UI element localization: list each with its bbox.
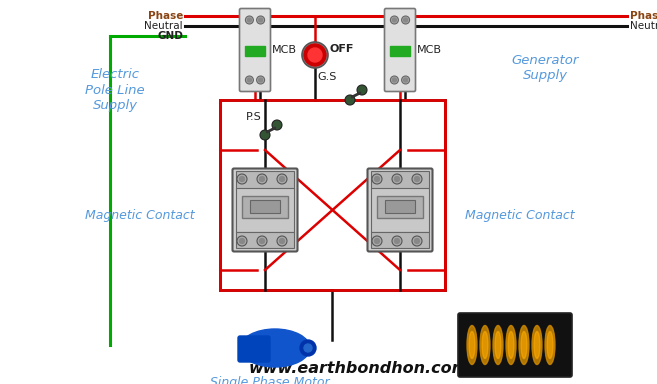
Ellipse shape (521, 331, 527, 359)
Text: Neutral: Neutral (145, 21, 183, 31)
FancyBboxPatch shape (240, 8, 271, 91)
Ellipse shape (547, 331, 553, 359)
Circle shape (248, 18, 252, 22)
Circle shape (240, 238, 244, 243)
Circle shape (390, 16, 398, 24)
Text: P.S: P.S (246, 112, 262, 122)
Ellipse shape (467, 326, 477, 364)
Circle shape (279, 177, 284, 182)
Circle shape (257, 16, 265, 24)
Circle shape (257, 174, 267, 184)
Text: Magnetic Contact: Magnetic Contact (465, 209, 575, 222)
Circle shape (403, 18, 407, 22)
Circle shape (246, 16, 254, 24)
Text: Magnetic Contact: Magnetic Contact (85, 209, 195, 222)
Circle shape (392, 236, 402, 246)
Circle shape (237, 236, 247, 246)
Circle shape (248, 78, 252, 82)
Text: OFF: OFF (330, 44, 354, 54)
Circle shape (308, 48, 322, 62)
Text: MCB: MCB (272, 45, 297, 55)
Ellipse shape (480, 326, 490, 364)
Circle shape (374, 177, 380, 182)
FancyBboxPatch shape (458, 313, 572, 377)
FancyBboxPatch shape (238, 336, 270, 362)
FancyBboxPatch shape (384, 8, 415, 91)
Circle shape (300, 340, 316, 356)
Ellipse shape (508, 331, 514, 359)
Circle shape (392, 78, 396, 82)
Circle shape (357, 85, 367, 95)
Bar (385, 200, 415, 213)
Bar (371, 188, 429, 232)
Circle shape (277, 236, 287, 246)
Circle shape (401, 16, 409, 24)
Circle shape (260, 130, 270, 140)
Circle shape (257, 76, 265, 84)
Text: Neutral: Neutral (630, 21, 657, 31)
Circle shape (392, 174, 402, 184)
Text: GND: GND (157, 31, 183, 41)
Circle shape (412, 174, 422, 184)
Circle shape (304, 44, 326, 66)
Ellipse shape (469, 331, 475, 359)
Text: Generator
Supply: Generator Supply (511, 54, 579, 82)
FancyBboxPatch shape (233, 169, 298, 252)
Bar (236, 188, 294, 232)
Circle shape (259, 18, 263, 22)
Bar (242, 195, 288, 218)
Ellipse shape (532, 326, 542, 364)
Circle shape (259, 78, 263, 82)
Circle shape (302, 42, 328, 68)
Circle shape (372, 236, 382, 246)
Circle shape (372, 174, 382, 184)
Circle shape (374, 238, 380, 243)
Ellipse shape (493, 326, 503, 364)
Circle shape (304, 344, 312, 352)
Circle shape (260, 238, 265, 243)
Text: G.S: G.S (317, 72, 336, 82)
Bar (236, 171, 294, 189)
Text: Phase: Phase (630, 11, 657, 21)
Ellipse shape (240, 329, 310, 367)
Circle shape (240, 177, 244, 182)
Circle shape (392, 18, 396, 22)
Bar (245, 46, 265, 56)
Ellipse shape (534, 331, 540, 359)
Ellipse shape (506, 326, 516, 364)
Circle shape (260, 177, 265, 182)
Text: Electric
Pole Line
Supply: Electric Pole Line Supply (85, 68, 145, 111)
Circle shape (401, 76, 409, 84)
Bar (236, 232, 294, 248)
Text: www.earthbondhon.com: www.earthbondhon.com (248, 361, 468, 376)
Ellipse shape (482, 331, 488, 359)
Bar (371, 232, 429, 248)
Circle shape (257, 236, 267, 246)
Circle shape (272, 120, 282, 130)
Circle shape (415, 238, 420, 243)
Circle shape (246, 76, 254, 84)
Bar (250, 200, 280, 213)
Circle shape (345, 95, 355, 105)
Text: Single Phase Motor: Single Phase Motor (210, 376, 330, 384)
FancyBboxPatch shape (367, 169, 432, 252)
Circle shape (390, 76, 398, 84)
Circle shape (412, 236, 422, 246)
Ellipse shape (519, 326, 529, 364)
Circle shape (279, 238, 284, 243)
Ellipse shape (545, 326, 555, 364)
Circle shape (394, 177, 399, 182)
Text: Phase: Phase (148, 11, 183, 21)
Bar (390, 46, 410, 56)
Circle shape (277, 174, 287, 184)
Text: MCB: MCB (417, 45, 442, 55)
Circle shape (403, 78, 407, 82)
Circle shape (415, 177, 420, 182)
Ellipse shape (495, 331, 501, 359)
Bar (371, 171, 429, 189)
Bar (377, 195, 423, 218)
Circle shape (394, 238, 399, 243)
Circle shape (237, 174, 247, 184)
